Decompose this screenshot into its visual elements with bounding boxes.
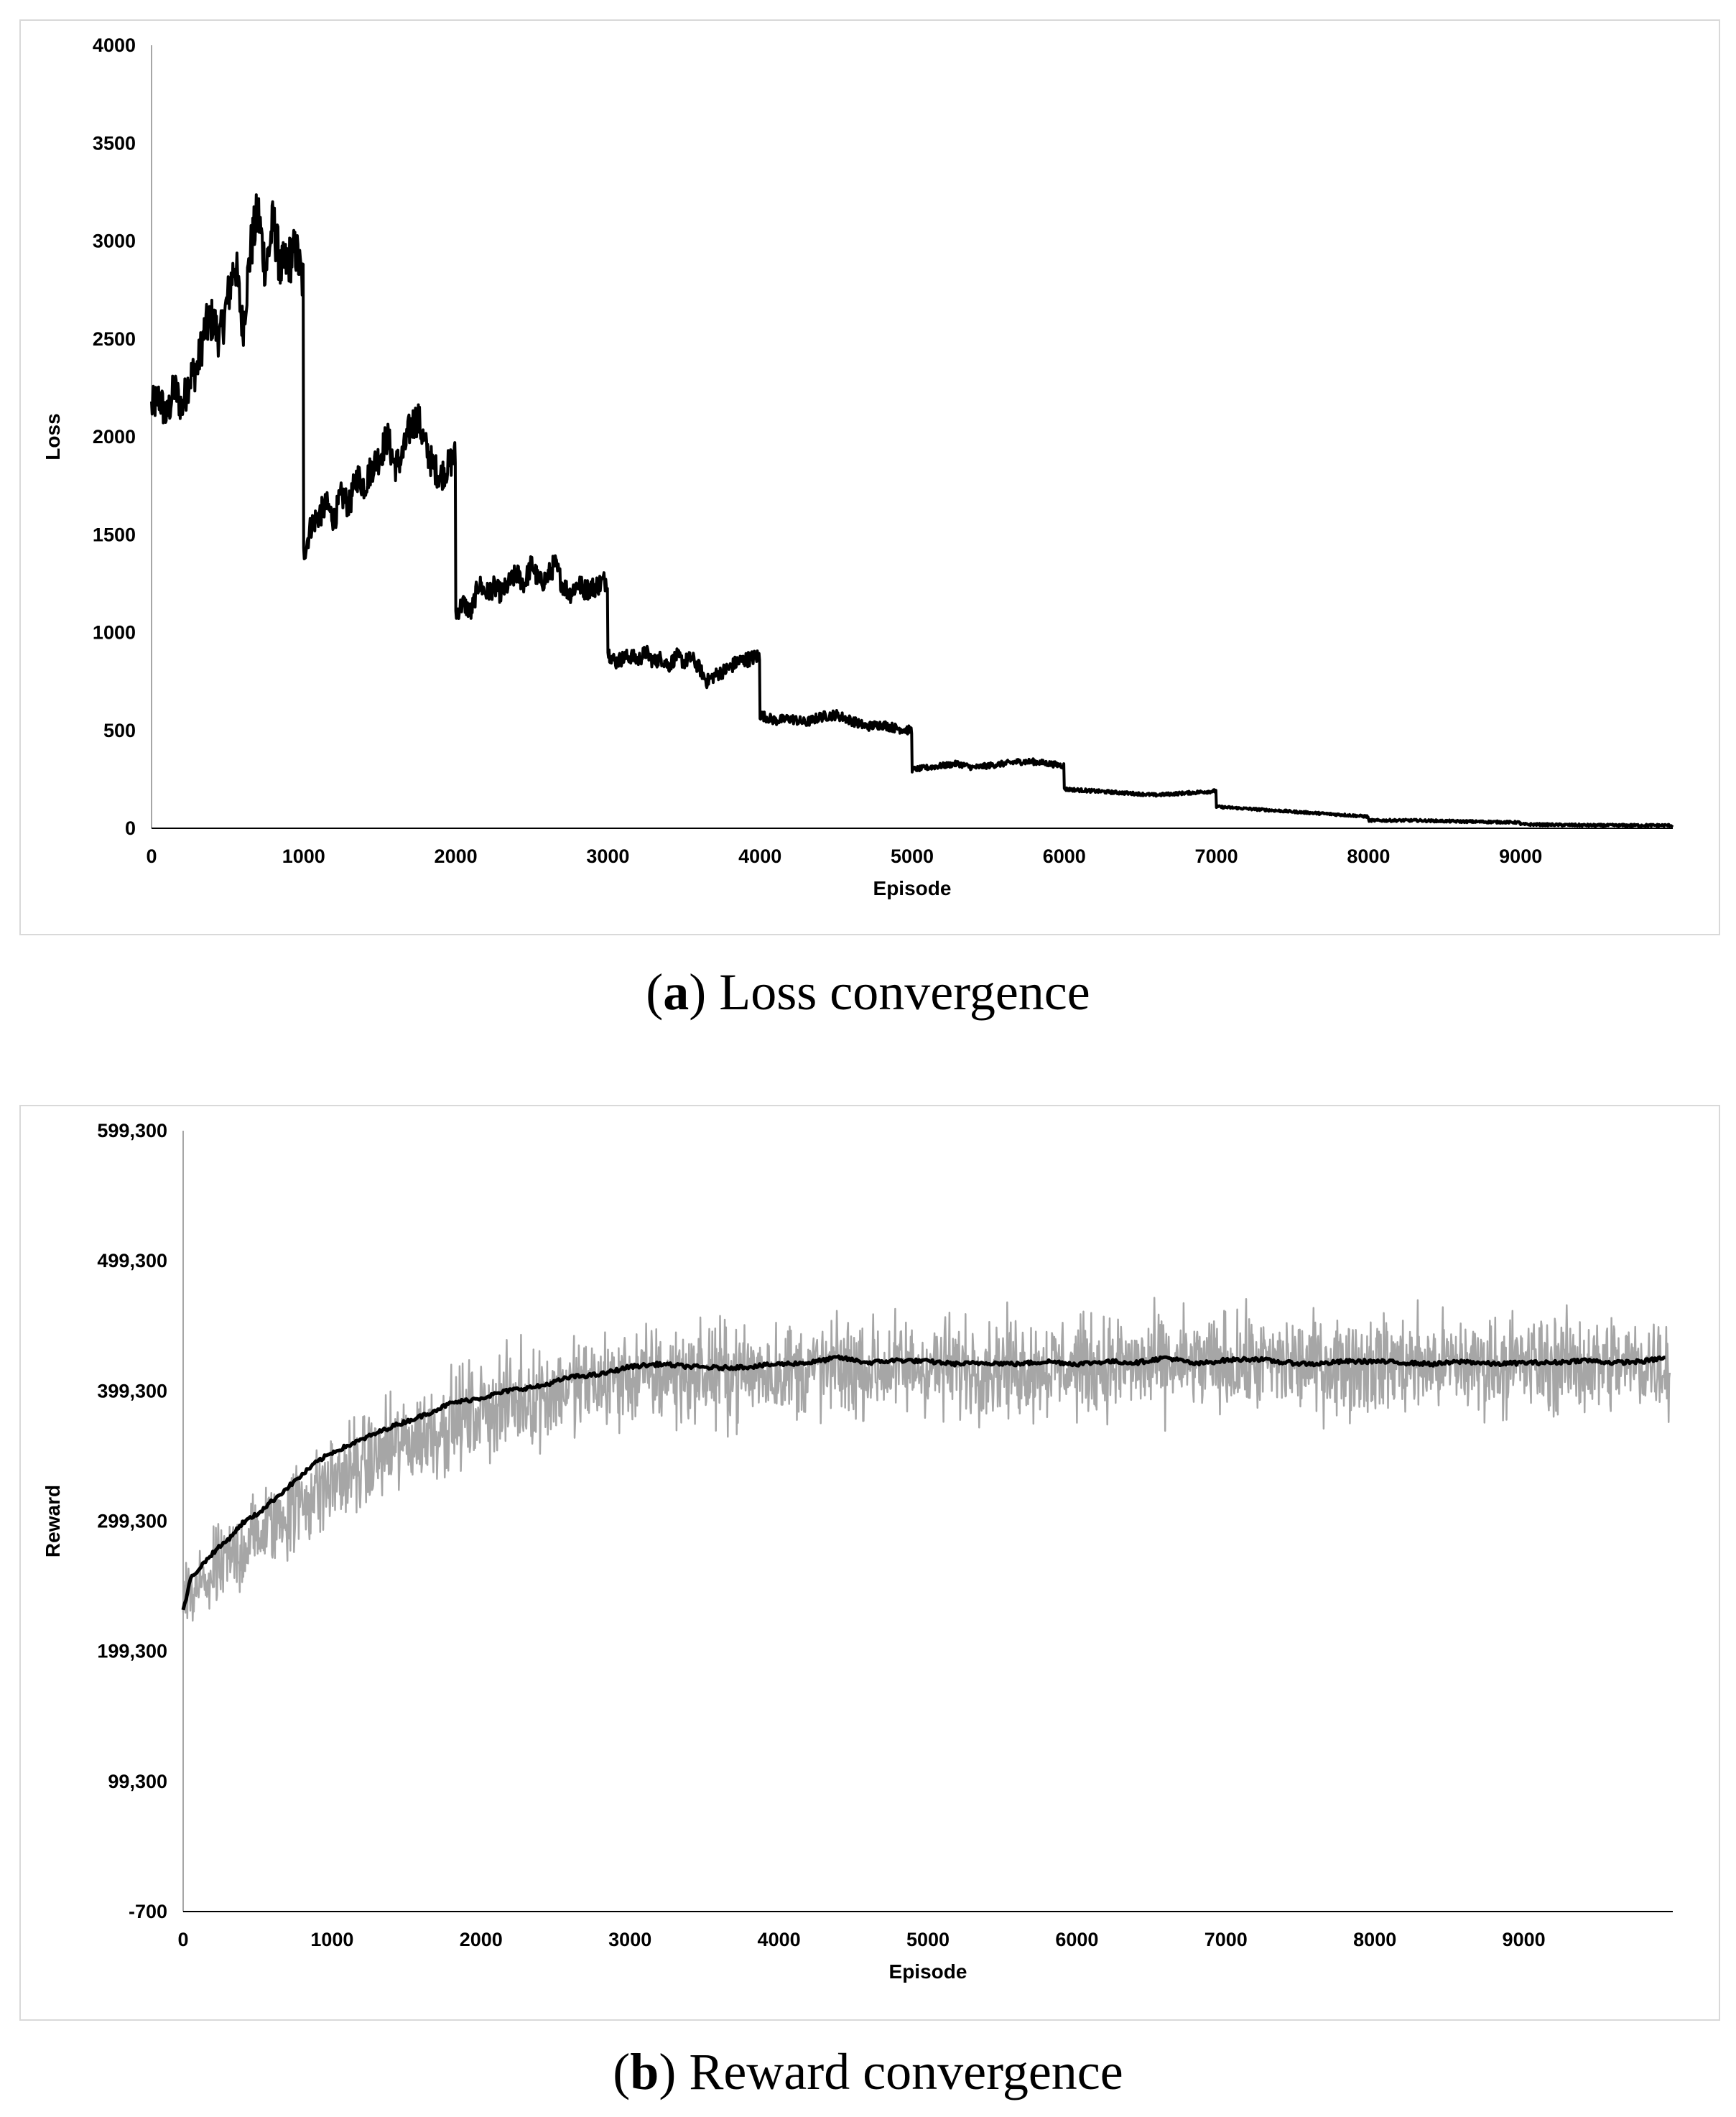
caption-text: Reward convergence: [689, 2043, 1123, 2100]
reward-chart-caption: (b) Reward convergence: [613, 2043, 1123, 2100]
loss-chart: 0 1000 2000 3000 4000 5000 6000 7000 8000 9000 0 50…: [42, 34, 1674, 899]
x-tick-label: 5000: [906, 1929, 950, 1950]
y-axis-title: Loss: [42, 413, 64, 460]
x-tick-label: 2000: [435, 846, 478, 867]
reward-raw-series-line: [182, 1297, 1671, 1622]
y-tick-label: 299,300: [97, 1511, 167, 1532]
x-tick-label: 3000: [586, 846, 629, 867]
reward-chart: 0 1000 2000 3000 4000 5000 6000 7000 8000 9000 -70…: [42, 1120, 1673, 1983]
reward-average-series-line: [181, 1354, 1666, 1611]
y-tick-label: 499,300: [97, 1250, 167, 1271]
x-tick-label: 6000: [1055, 1929, 1098, 1950]
y-tick-label: 2000: [93, 426, 136, 448]
x-axis-title: Episode: [873, 877, 952, 899]
x-tick-label: 7000: [1195, 846, 1238, 867]
x-tick-label: 6000: [1043, 846, 1086, 867]
y-tick-label: 500: [103, 720, 136, 741]
caption-letter: a: [663, 963, 690, 1021]
y-tick-label: 399,300: [97, 1380, 167, 1402]
x-tick-label: 5000: [891, 846, 934, 867]
loss-chart-panel: 0 1000 2000 3000 4000 5000 6000 7000 8000 9000 0 50…: [19, 19, 1720, 935]
y-tick-label: 0: [125, 817, 136, 839]
reward-chart-panel: 0 1000 2000 3000 4000 5000 6000 7000 8000 9000 -70…: [19, 1105, 1720, 2021]
x-tick-label: 0: [146, 846, 157, 867]
x-tick-label: 3000: [608, 1929, 651, 1950]
x-tick-label: 0: [177, 1929, 188, 1950]
y-tick-label: 3500: [93, 132, 136, 154]
x-tick-label: 4000: [758, 1929, 801, 1950]
y-axis-title: Reward: [42, 1485, 64, 1557]
y-tick-label: -700: [129, 1901, 167, 1922]
loss-chart-caption: (a) Loss convergence: [646, 963, 1090, 1021]
y-tick-label: 2500: [93, 328, 136, 350]
x-tick-label: 8000: [1353, 1929, 1396, 1950]
y-tick-label: 4000: [93, 34, 136, 56]
loss-series-line: [150, 193, 1674, 828]
caption-text: Loss convergence: [719, 963, 1090, 1021]
y-tick-label: 1000: [93, 622, 136, 644]
y-tick-label: 199,300: [97, 1641, 167, 1662]
caption-letter: b: [630, 2043, 659, 2100]
x-axis-title: Episode: [889, 1960, 967, 1983]
x-tick-label: 9000: [1503, 1929, 1546, 1950]
y-tick-label: 99,300: [108, 1771, 167, 1792]
x-tick-label: 9000: [1499, 846, 1542, 867]
y-tick-label: 3000: [93, 231, 136, 252]
x-tick-label: 1000: [310, 1929, 353, 1950]
x-tick-label: 1000: [282, 846, 325, 867]
y-tick-label: 1500: [93, 524, 136, 545]
x-tick-label: 4000: [738, 846, 781, 867]
y-tick-label: 599,300: [97, 1120, 167, 1141]
x-tick-label: 7000: [1204, 1929, 1248, 1950]
x-tick-label: 8000: [1347, 846, 1390, 867]
x-tick-label: 2000: [460, 1929, 503, 1950]
